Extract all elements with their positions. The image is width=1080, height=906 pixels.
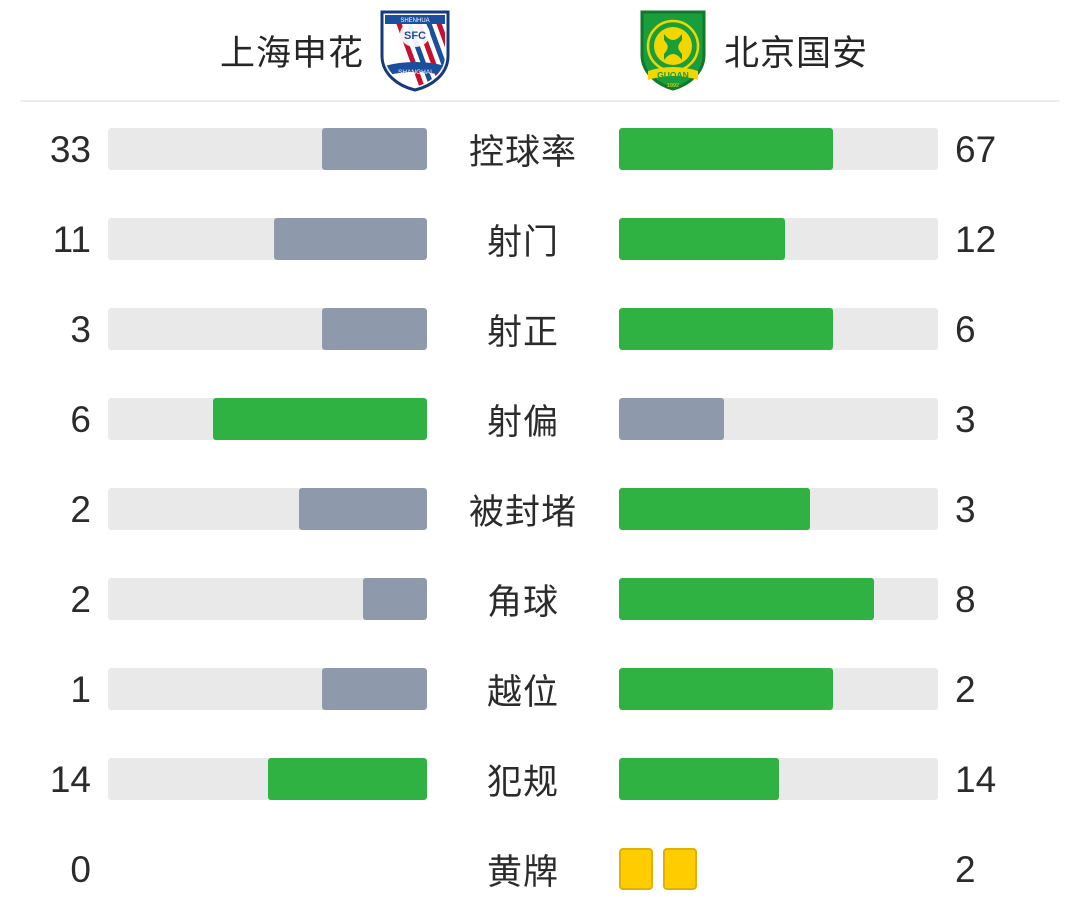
stat-row: 6 射偏 3 [0, 374, 1080, 464]
away-bar-fill [619, 758, 779, 800]
away-bar-fill [619, 128, 833, 170]
home-bar [108, 218, 427, 260]
away-bar [619, 668, 938, 710]
stat-row: 11 射门 12 [0, 194, 1080, 284]
stat-row-cards: 0 黄牌 2 [0, 824, 1080, 906]
away-value: 12 [955, 218, 997, 260]
home-bar-fill [213, 398, 427, 440]
home-bar-fill [321, 308, 427, 350]
stat-label: 黄牌 [486, 852, 559, 892]
home-bar-fill [299, 488, 427, 530]
stat-label: 越位 [486, 672, 559, 712]
home-team-header: 上海申花 [0, 8, 470, 92]
away-value: 8 [955, 578, 976, 620]
away-bar-fill [619, 308, 833, 350]
yellow-card-icon [663, 848, 697, 890]
away-bar-fill [619, 488, 811, 530]
away-bar [619, 128, 938, 170]
away-bar [619, 758, 938, 800]
home-bar-fill [273, 218, 427, 260]
away-value: 6 [955, 308, 976, 350]
home-bar-fill [321, 668, 427, 710]
away-value: 3 [955, 488, 976, 530]
away-bar-fill [619, 398, 725, 440]
away-team-name: 北京国安 [724, 33, 869, 73]
shanghai-shenhua-crest: SFC SHENHUA SHANGHAI [378, 8, 452, 92]
yellow-card-icon [619, 848, 653, 890]
home-value: 2 [70, 578, 91, 620]
match-header: 上海申花 [0, 0, 1080, 100]
away-team-header: GUOAN 1992 北京国安 [610, 8, 1080, 92]
svg-text:SHANGHAI: SHANGHAI [398, 69, 432, 76]
away-bar-fill [619, 668, 833, 710]
stats-list: 33 控球率 67 11 射门 12 3 [0, 104, 1080, 906]
away-value: 3 [955, 398, 976, 440]
away-bar [619, 578, 938, 620]
home-bar-fill [267, 758, 427, 800]
stat-label: 犯规 [486, 762, 559, 802]
stat-label: 被封堵 [468, 492, 577, 532]
away-yellow-cards [619, 848, 938, 890]
away-value: 67 [955, 128, 997, 170]
header-divider [20, 100, 1060, 102]
home-bar [108, 398, 427, 440]
home-bar [108, 308, 427, 350]
away-value: 14 [955, 758, 997, 800]
stat-label: 射正 [486, 312, 559, 352]
home-yellow-cards [108, 848, 427, 890]
home-bar [108, 758, 427, 800]
away-bar-fill [619, 218, 785, 260]
home-value: 3 [70, 308, 91, 350]
home-bar-fill [363, 578, 427, 620]
stat-row: 2 角球 8 [0, 554, 1080, 644]
stat-row: 33 控球率 67 [0, 104, 1080, 194]
stat-label: 控球率 [468, 132, 577, 172]
home-value: 2 [70, 488, 91, 530]
home-bar [108, 578, 427, 620]
home-bar-fill [321, 128, 427, 170]
away-bar [619, 398, 938, 440]
stat-label: 射门 [486, 222, 559, 262]
away-value: 2 [955, 848, 976, 890]
svg-text:SFC: SFC [404, 30, 426, 42]
stat-row: 2 被封堵 3 [0, 464, 1080, 554]
home-value: 11 [52, 218, 91, 260]
svg-text:SHENHUA: SHENHUA [400, 18, 429, 24]
stat-row: 3 射正 6 [0, 284, 1080, 374]
svg-text:1992: 1992 [667, 83, 679, 89]
away-bar [619, 218, 938, 260]
home-bar [108, 488, 427, 530]
away-bar [619, 488, 938, 530]
beijing-guoan-crest: GUOAN 1992 [636, 8, 710, 92]
home-bar [108, 128, 427, 170]
stat-row: 1 越位 2 [0, 644, 1080, 734]
stat-label: 角球 [486, 582, 559, 622]
home-value: 33 [49, 128, 91, 170]
home-value: 6 [70, 398, 91, 440]
away-value: 2 [955, 668, 976, 710]
home-value: 1 [70, 668, 91, 710]
away-bar [619, 308, 938, 350]
svg-text:GUOAN: GUOAN [657, 70, 689, 80]
home-value: 14 [49, 758, 91, 800]
stat-label: 射偏 [486, 402, 559, 442]
stat-row: 14 犯规 14 [0, 734, 1080, 824]
home-team-name: 上海申花 [219, 33, 364, 73]
away-bar-fill [619, 578, 875, 620]
home-value: 0 [70, 848, 91, 890]
home-bar [108, 668, 427, 710]
